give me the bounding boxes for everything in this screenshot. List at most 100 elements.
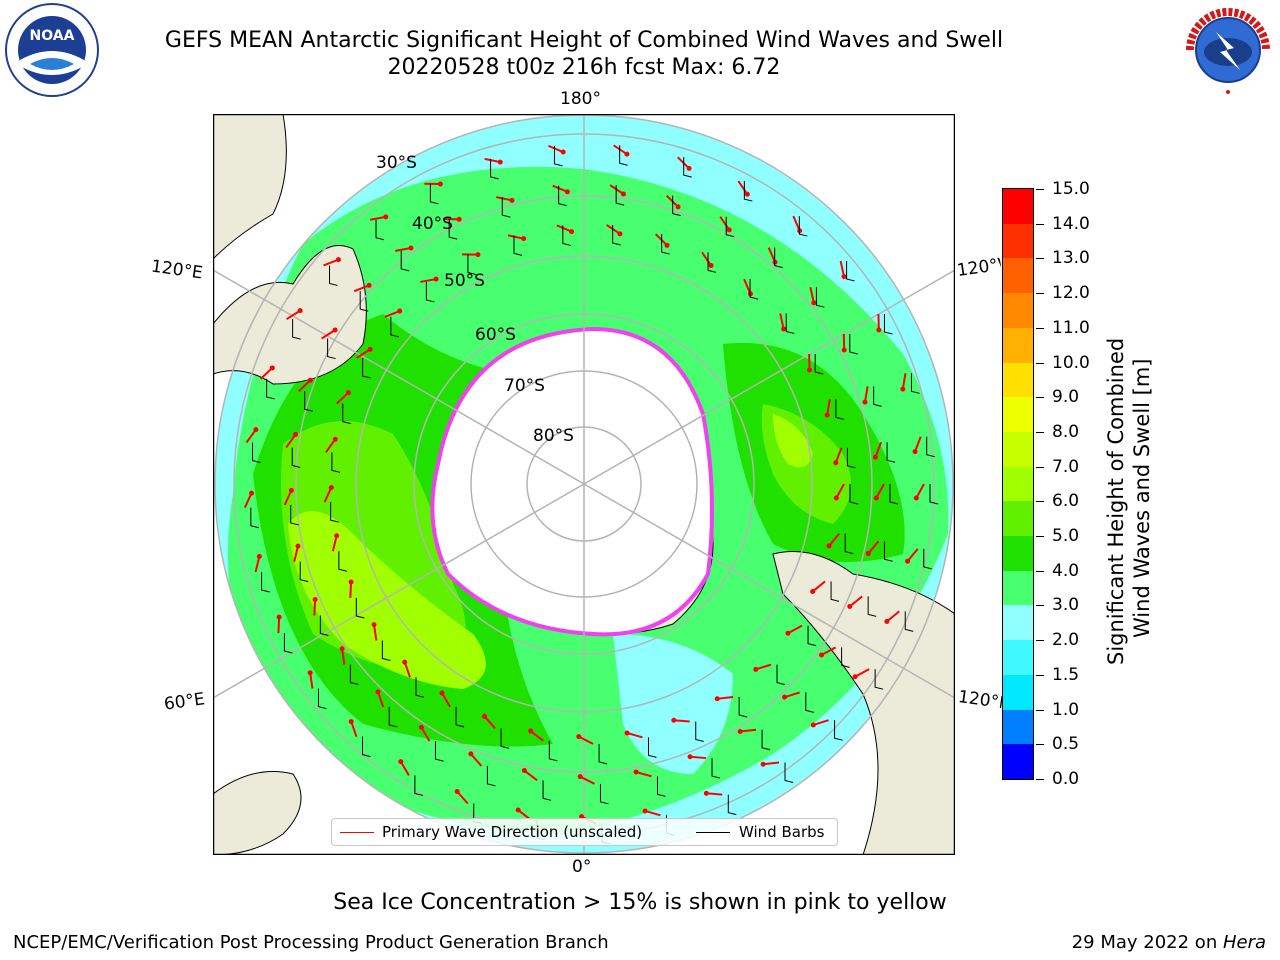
wind-barb [359,291,369,312]
wind-barb [500,728,510,749]
colorbar-tick-label: 0.0 [1052,769,1080,789]
wind-barb [883,314,893,335]
wave-arrow-head [862,399,868,405]
wave-direction-arrow [254,556,261,573]
colorbar-tick [1036,570,1044,572]
wave-arrow-head [841,347,847,353]
lat-label-70s: 70°S [504,376,545,396]
wind-barb [486,765,496,787]
wave-arrow-head [617,231,623,237]
wind-barb [849,484,859,505]
wind-barb [317,688,327,710]
wind-barb [805,692,814,713]
wave-direction-arrow [369,215,386,221]
wave-arrow-head [675,204,681,210]
colorbar-segment [1003,570,1033,606]
wind-barb [886,442,896,463]
wave-arrow-head [295,543,301,549]
wind-barb [846,260,855,282]
wave-direction-arrow [420,278,437,283]
wave-arrow-head [439,690,445,696]
land-africa-south [213,771,302,855]
wave-direction-arrow [384,310,401,318]
wave-arrow-head [293,431,299,437]
wave-arrow-head [912,449,918,455]
wind-barb [355,597,365,619]
wave-direction-arrow [706,792,723,796]
wave-arrow-head [475,252,481,258]
wave-arrow-head [620,191,626,197]
wave-direction-arrow [523,769,538,782]
wave-direction-arrow [673,719,690,723]
wave-arrow-head [579,814,585,820]
wave-direction-arrow [821,646,837,656]
colorbar-tick-label: 1.5 [1052,664,1080,685]
lat-label-30s: 30°S [376,153,417,173]
wave-direction-arrow [243,492,253,509]
wave-arrow-head [371,622,377,628]
wind-barb [390,316,399,338]
land-africa [213,114,287,260]
noaa-logo: NOAA [5,3,99,97]
wind-barb [672,195,681,217]
wave-direction-arrow [743,278,752,295]
wave-arrow-head [564,189,570,195]
wave-arrow-head [737,729,743,735]
wave-direction-arrow [441,692,451,708]
colorbar-segment [1003,258,1033,294]
wave-arrow-head [872,454,878,460]
colorbar-tick [1036,223,1044,225]
wave-arrow-head [528,728,534,734]
wind-barb [553,145,563,167]
wave-arrow-head [714,696,720,702]
wind-barb [619,145,628,166]
wave-arrow-head [249,490,255,496]
wave-arrow-head [876,327,882,333]
colorbar-tick-label: 2.0 [1052,630,1080,651]
polar-map [213,114,955,855]
colorbar-tick-label: 7.0 [1052,456,1080,477]
wind-barb [304,391,313,412]
wind-barb [290,504,299,526]
wave-arrow-head [332,327,338,333]
wind-barb [910,373,920,394]
wave-arrow-head [418,724,424,730]
wave-direction-arrow [863,386,869,403]
wave-direction-arrow [874,441,883,458]
wind-barb [283,633,293,654]
wave-arrow-head [367,346,373,352]
wind-barb [798,216,808,237]
wind-barb [784,762,794,783]
wave-arrow-head [307,377,313,383]
wind-barb [612,224,621,246]
lon-label-120e: 120°E [149,256,204,284]
wind-barb [711,758,721,779]
wind-barb [558,185,567,207]
wind-barb [381,640,391,661]
colorbar-tick-label: 12.0 [1052,283,1090,304]
wave-direction-arrow [626,732,643,739]
wave-direction-arrow [717,695,734,700]
wind-barb [252,442,261,464]
wave-arrow-head [402,659,408,665]
wind-barb [923,548,932,570]
wind-barb [455,706,465,728]
wave-direction-arrow [755,663,772,671]
colorbar-tick [1036,397,1044,399]
wave-direction-arrow [259,367,273,380]
wave-direction-arrow [325,438,337,453]
wave-arrow-head [375,689,381,695]
wind-barb [414,775,424,796]
colorbar-tick [1036,362,1044,364]
colorbar-tick [1036,709,1044,711]
wave-direction-arrow [341,648,346,665]
legend-primary-wave: Primary Wave Direction (unscaled) [382,823,643,841]
wave-direction-arrow [839,260,846,277]
wave-arrow-head [345,390,351,396]
wind-barb [415,677,425,698]
wind-barb [873,386,882,407]
wave-direction-arrow [875,483,885,499]
wave-arrow-head [785,630,791,636]
wave-direction-arrow [834,447,843,464]
colorbar-tick-label: 5.0 [1052,526,1080,547]
